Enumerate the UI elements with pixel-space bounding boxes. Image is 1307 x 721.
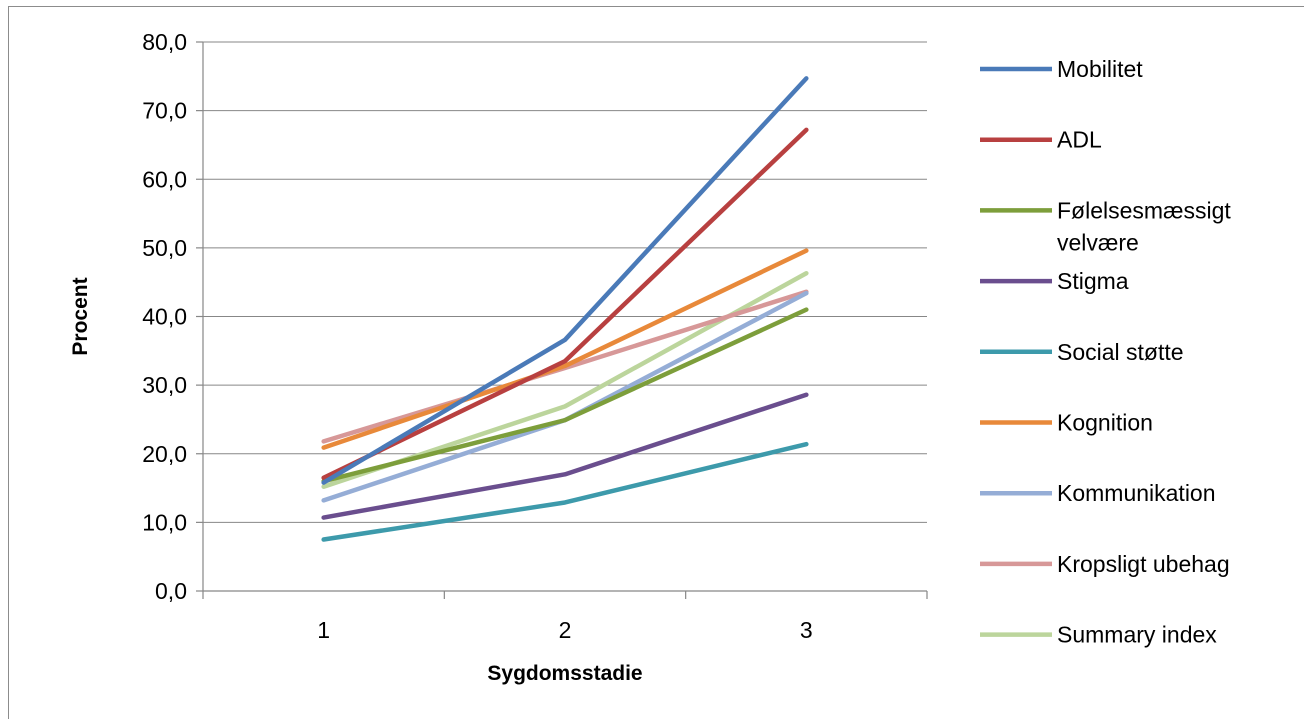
series-line	[321, 441, 809, 542]
series-line	[321, 127, 809, 481]
y-tick-label: 40,0	[142, 304, 187, 330]
legend-label: Følelsesmæssigt velvære	[1057, 197, 1231, 255]
x-axis-title: Sygdomsstadie	[487, 662, 642, 685]
y-tick-label: 30,0	[142, 372, 187, 398]
legend-label: Mobilitet	[1057, 56, 1143, 82]
series-line	[321, 392, 809, 520]
chart-frame	[8, 6, 1304, 719]
series-line	[321, 307, 809, 484]
legend-label: Kognition	[1057, 410, 1153, 436]
x-tick-label: 1	[317, 617, 330, 643]
y-tick-label: 10,0	[142, 509, 187, 535]
legend-label: Stigma	[1057, 268, 1129, 294]
series-lines	[321, 76, 809, 542]
y-tick-label: 0,0	[155, 578, 187, 604]
axes: 0,0 10,0 20,0 30,0 40,0 50,0 60,0 70,0 80,0 1 2 3	[142, 29, 928, 643]
series-line	[321, 76, 809, 485]
gridlines	[203, 41, 927, 523]
legend-label: ADL	[1057, 127, 1102, 153]
y-tick-label: 80,0	[142, 29, 187, 55]
legend: Mobilitet ADL Følelsesmæssigt velvære Stigma…	[980, 56, 1231, 648]
y-tick-label: 70,0	[142, 98, 187, 124]
series-line	[321, 290, 809, 503]
series-line	[321, 271, 809, 489]
series-line	[321, 248, 809, 450]
legend-label: Summary index	[1057, 622, 1217, 648]
legend-label: Kommunikation	[1057, 480, 1216, 506]
y-axis-title: Procent	[69, 277, 92, 355]
legend-label: Kropsligt ubehag	[1057, 551, 1230, 577]
x-tick-label: 2	[559, 617, 572, 643]
y-tick-label: 20,0	[142, 441, 187, 467]
y-tick-label: 60,0	[142, 166, 187, 192]
y-tick-label: 50,0	[142, 235, 187, 261]
legend-label: Social støtte	[1057, 339, 1184, 365]
x-tick-label: 3	[800, 617, 813, 643]
